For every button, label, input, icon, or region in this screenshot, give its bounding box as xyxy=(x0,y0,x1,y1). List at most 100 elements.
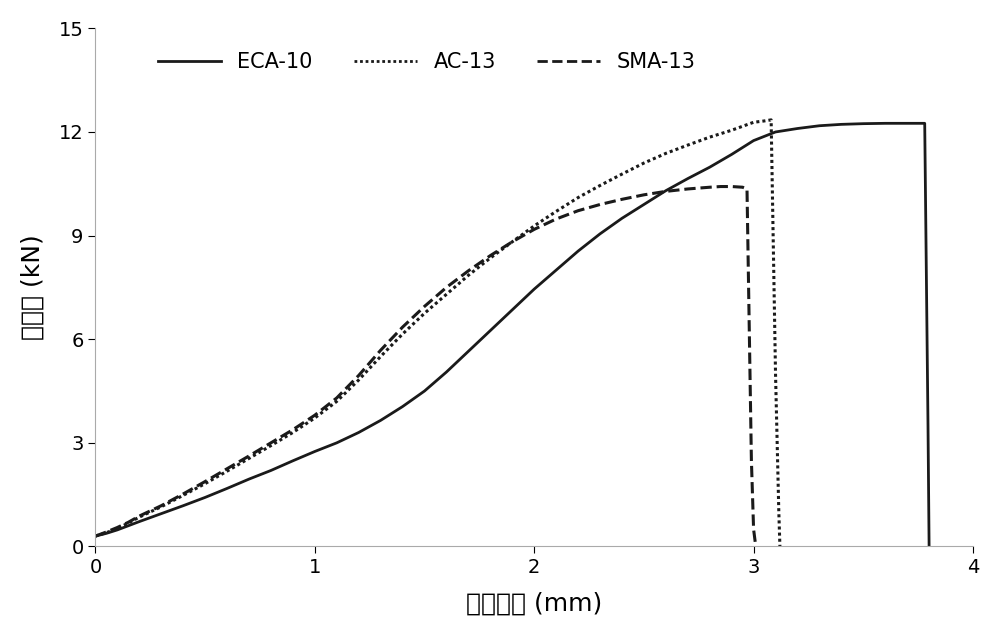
SMA-13 xyxy=(750,543,762,550)
AC-13 xyxy=(759,117,771,125)
SMA-13 xyxy=(638,191,650,198)
ECA-10 xyxy=(748,137,760,144)
ECA-10 xyxy=(243,475,255,483)
ECA-10 xyxy=(397,403,409,410)
SMA-13 xyxy=(572,207,584,214)
ECA-10 xyxy=(770,128,782,135)
SMA-13 xyxy=(331,394,343,402)
SMA-13 xyxy=(660,188,672,195)
ECA-10 xyxy=(594,230,606,238)
AC-13 xyxy=(353,376,365,384)
AC-13 xyxy=(506,238,518,245)
ECA-10 xyxy=(133,518,145,525)
ECA-10 xyxy=(265,467,277,474)
AC-13 xyxy=(484,254,496,262)
AC-13 xyxy=(765,116,777,123)
ECA-10 xyxy=(879,120,891,127)
AC-13 xyxy=(770,370,782,378)
SMA-13 xyxy=(745,456,757,464)
AC-13 xyxy=(748,118,760,126)
AC-13 xyxy=(309,414,321,422)
SMA-13 xyxy=(100,528,112,536)
SMA-13 xyxy=(616,195,628,203)
ECA-10 xyxy=(375,417,387,424)
AC-13 xyxy=(418,310,430,317)
SMA-13 xyxy=(418,303,430,310)
AC-13 xyxy=(100,529,112,537)
SMA-13 xyxy=(704,183,716,191)
ECA-10 xyxy=(901,120,913,127)
SMA-13 xyxy=(133,512,145,520)
SMA-13 xyxy=(748,525,760,533)
AC-13 xyxy=(397,330,409,338)
AC-13 xyxy=(704,134,716,141)
AC-13 xyxy=(528,222,540,230)
SMA-13 xyxy=(177,490,189,498)
ECA-10 xyxy=(155,510,167,518)
SMA-13 xyxy=(353,371,365,379)
ECA-10 xyxy=(353,429,365,436)
SMA-13 xyxy=(375,347,387,354)
Line: ECA-10: ECA-10 xyxy=(95,123,929,546)
SMA-13 xyxy=(122,518,134,526)
ECA-10 xyxy=(199,494,211,501)
AC-13 xyxy=(221,467,233,475)
ECA-10 xyxy=(791,125,803,132)
ECA-10 xyxy=(923,543,935,550)
ECA-10 xyxy=(835,121,847,128)
ECA-10 xyxy=(726,151,738,158)
AC-13 xyxy=(287,429,299,436)
ECA-10 xyxy=(506,306,518,314)
AC-13 xyxy=(89,532,101,540)
ECA-10 xyxy=(89,532,101,540)
ECA-10 xyxy=(550,266,562,274)
SMA-13 xyxy=(287,426,299,434)
ECA-10 xyxy=(451,358,463,366)
AC-13 xyxy=(572,194,584,202)
SMA-13 xyxy=(199,478,211,485)
Legend: ECA-10, AC-13, SMA-13: ECA-10, AC-13, SMA-13 xyxy=(150,44,704,81)
SMA-13 xyxy=(484,252,496,259)
ECA-10 xyxy=(682,175,694,183)
SMA-13 xyxy=(594,201,606,209)
SMA-13 xyxy=(462,267,474,275)
ECA-10 xyxy=(638,201,650,209)
ECA-10 xyxy=(440,368,452,376)
ECA-10 xyxy=(919,120,931,127)
ECA-10 xyxy=(572,247,584,255)
SMA-13 xyxy=(155,502,167,509)
SMA-13 xyxy=(440,284,452,291)
SMA-13 xyxy=(221,465,233,473)
AC-13 xyxy=(616,170,628,178)
ECA-10 xyxy=(484,327,496,335)
ECA-10 xyxy=(473,337,485,345)
ECA-10 xyxy=(660,187,672,195)
SMA-13 xyxy=(726,183,738,190)
AC-13 xyxy=(265,442,277,450)
SMA-13 xyxy=(243,452,255,460)
AC-13 xyxy=(638,159,650,167)
SMA-13 xyxy=(397,323,409,331)
X-axis label: 竖向位移 (mm): 竖向位移 (mm) xyxy=(466,591,602,615)
AC-13 xyxy=(550,207,562,215)
SMA-13 xyxy=(715,183,727,190)
SMA-13 xyxy=(265,439,277,446)
AC-13 xyxy=(243,455,255,462)
AC-13 xyxy=(111,525,123,532)
ECA-10 xyxy=(331,439,343,446)
AC-13 xyxy=(375,353,387,361)
AC-13 xyxy=(440,291,452,298)
ECA-10 xyxy=(704,163,716,171)
ECA-10 xyxy=(111,526,123,534)
ECA-10 xyxy=(813,122,825,130)
SMA-13 xyxy=(89,532,101,540)
SMA-13 xyxy=(111,523,123,531)
ECA-10 xyxy=(528,286,540,293)
ECA-10 xyxy=(287,457,299,465)
AC-13 xyxy=(177,492,189,499)
ECA-10 xyxy=(616,214,628,222)
SMA-13 xyxy=(506,238,518,245)
Y-axis label: 竖向力 (kN): 竖向力 (kN) xyxy=(21,235,45,340)
AC-13 xyxy=(133,513,145,521)
SMA-13 xyxy=(528,226,540,233)
